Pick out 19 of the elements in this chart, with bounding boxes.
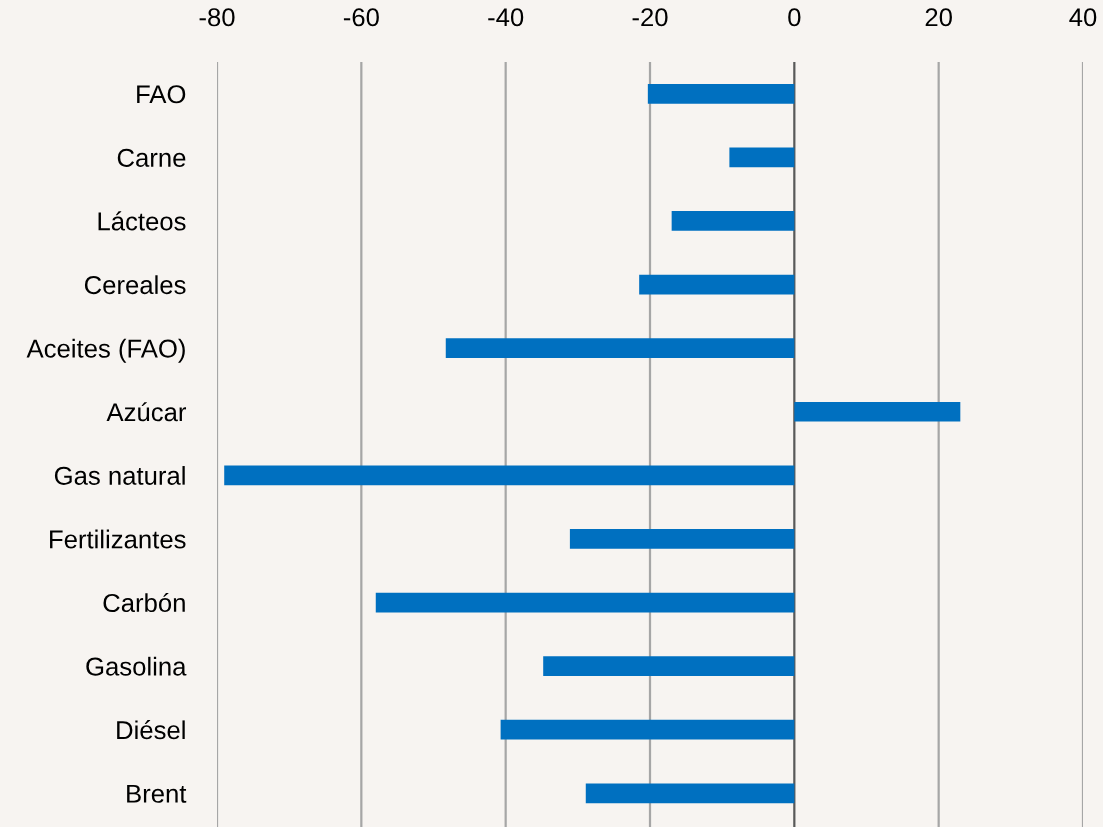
y-tick-label: Cereales bbox=[84, 275, 186, 295]
x-tick-label: 0 bbox=[788, 8, 801, 27]
y-tick-label: Lácteos bbox=[98, 211, 186, 231]
x-tick-label: -20 bbox=[632, 8, 668, 27]
x-tick-label: -40 bbox=[488, 8, 524, 27]
y-tick-label: Gas natural bbox=[54, 466, 185, 485]
y-tick-label: Fertilizantes bbox=[50, 529, 186, 549]
x-tick-label: -80 bbox=[199, 8, 235, 27]
y-tick-label: Aceites (FAO) bbox=[26, 338, 185, 363]
y-tick-label: Diésel bbox=[117, 720, 185, 740]
y-tick-label: Carne bbox=[117, 148, 186, 167]
y-tick-label: Carbón bbox=[103, 592, 185, 613]
y-tick-label: Gasolina bbox=[86, 656, 187, 676]
x-tick-label: 20 bbox=[925, 8, 952, 27]
y-tick-label: Brent bbox=[127, 784, 187, 803]
x-tick-label: -60 bbox=[343, 8, 379, 27]
x-tick-label: 40 bbox=[1069, 8, 1097, 27]
y-tick-label: Azúcar bbox=[106, 402, 187, 422]
y-tick-label: FAO bbox=[137, 85, 186, 104]
